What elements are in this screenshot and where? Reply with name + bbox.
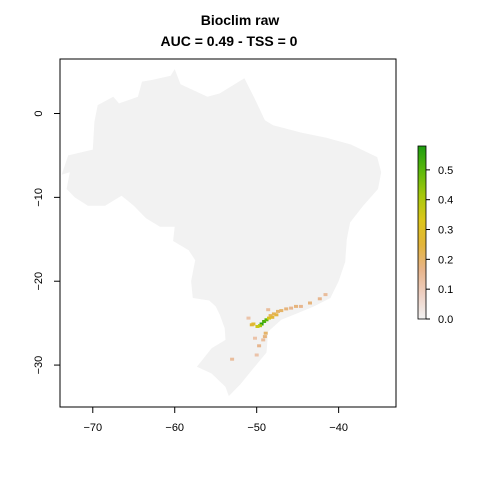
suitability-cell	[294, 304, 298, 308]
suitability-cell	[262, 335, 267, 339]
color-legend: 0.0 0.1 0.2 0.3 0.4 0.5	[417, 145, 453, 326]
suitability-cell	[255, 325, 260, 328]
suitability-cell	[298, 304, 303, 308]
legend-color-bar	[417, 145, 427, 320]
legend-tick-label: 0.5	[438, 165, 453, 177]
suitability-cell	[276, 309, 280, 313]
x-tick-label: −40	[329, 422, 348, 434]
y-tick-label: 0	[33, 110, 45, 116]
y-tick-label: −30	[33, 356, 45, 375]
suitability-cell	[266, 308, 271, 312]
suitability-cell	[258, 324, 262, 328]
suitability-cell	[261, 338, 266, 342]
suitability-raster-cells	[230, 293, 328, 361]
y-tick-label: −10	[33, 188, 45, 207]
legend-tick-label: 0.1	[438, 284, 453, 296]
suitability-cell	[317, 297, 322, 301]
legend-ticks: 0.0 0.1 0.2 0.3 0.4 0.5	[426, 165, 453, 326]
country-landmass	[61, 69, 382, 397]
map-title: Bioclim raw	[201, 12, 280, 28]
suitability-cell	[249, 323, 254, 327]
y-tick-label: −20	[33, 272, 45, 291]
suitability-cell	[274, 313, 279, 317]
suitability-cell	[253, 336, 257, 340]
suitability-cell	[263, 331, 268, 335]
map-subtitle-metrics: AUC = 0.49 - TSS = 0	[161, 33, 298, 49]
y-axis: 0 −10 −20 −30	[33, 110, 60, 374]
suitability-cell	[246, 316, 251, 320]
x-axis: −70 −60 −50 −40	[83, 407, 348, 434]
suitability-cell	[271, 312, 276, 316]
suitability-cell	[323, 293, 328, 297]
suitability-cell	[270, 315, 275, 319]
suitability-cell	[259, 322, 264, 326]
suitability-cell	[308, 301, 312, 305]
suitability-cell	[254, 353, 259, 357]
legend-tick-label: 0.3	[438, 225, 453, 237]
map-raster	[61, 69, 382, 397]
suitability-cell	[230, 357, 235, 361]
suitability-cell	[267, 316, 271, 320]
x-tick-label: −70	[83, 422, 102, 434]
suitability-cell	[264, 318, 269, 322]
legend-tick-label: 0.4	[438, 195, 453, 207]
suitability-cell	[262, 320, 267, 323]
legend-tick-label: 0.0	[438, 314, 453, 326]
suitability-cell	[279, 309, 284, 313]
suitability-cell	[257, 344, 262, 348]
suitability-cell	[289, 306, 294, 310]
x-tick-label: −50	[247, 422, 266, 434]
legend-tick-label: 0.2	[438, 254, 453, 266]
x-tick-label: −60	[165, 422, 184, 434]
suitability-cell	[268, 314, 273, 318]
plot-frame	[59, 58, 397, 408]
suitability-cell	[284, 307, 289, 311]
